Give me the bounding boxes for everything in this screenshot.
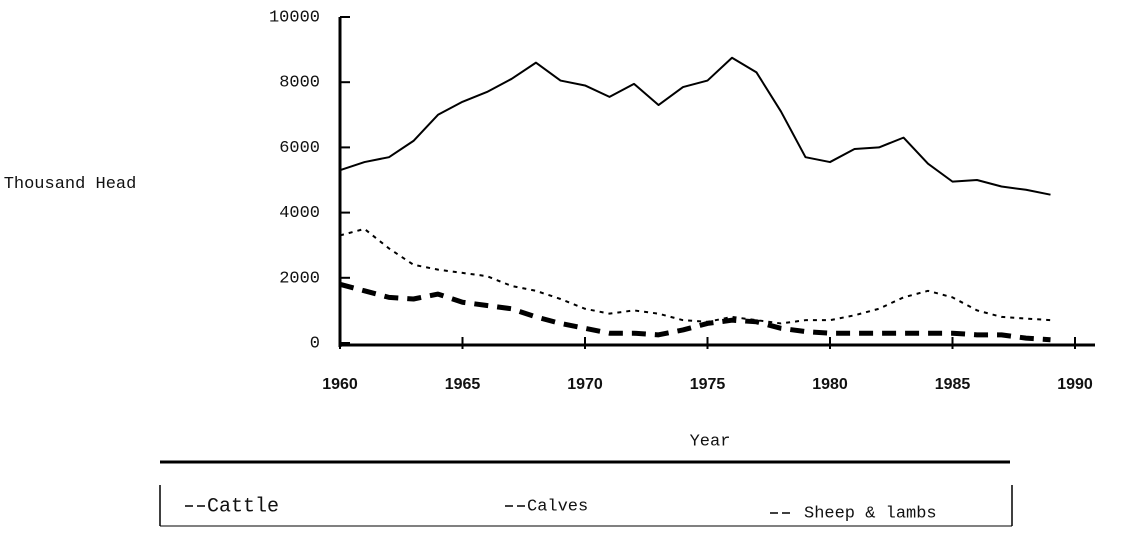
x-tick-label: 1970 — [567, 376, 603, 393]
y-axis-label: Thousand Head — [3, 175, 137, 194]
y-tick-label: 10000 — [269, 8, 320, 27]
series-line — [339, 227, 1051, 325]
x-tick-label: 1975 — [690, 376, 726, 393]
y-tick-label: 2000 — [279, 269, 320, 288]
x-tick-label: 1985 — [935, 376, 971, 393]
x-axis-label: Year — [690, 432, 731, 451]
y-tick-label: 6000 — [279, 139, 320, 158]
x-tick-label: 1965 — [445, 376, 481, 393]
series-line — [339, 281, 1051, 343]
y-tick-label: 0 — [310, 334, 320, 353]
legend-label: Cattle — [207, 495, 279, 518]
legend-label: Calves — [527, 497, 588, 516]
legend-label: Sheep & lambs — [804, 504, 937, 523]
x-tick-label: 1980 — [812, 376, 848, 393]
y-tick-label: 4000 — [279, 204, 320, 223]
y-tick-label: 8000 — [279, 74, 320, 93]
x-tick-label: 1960 — [322, 376, 358, 393]
x-tick-label: 1990 — [1057, 376, 1093, 393]
series-line — [339, 56, 1051, 196]
